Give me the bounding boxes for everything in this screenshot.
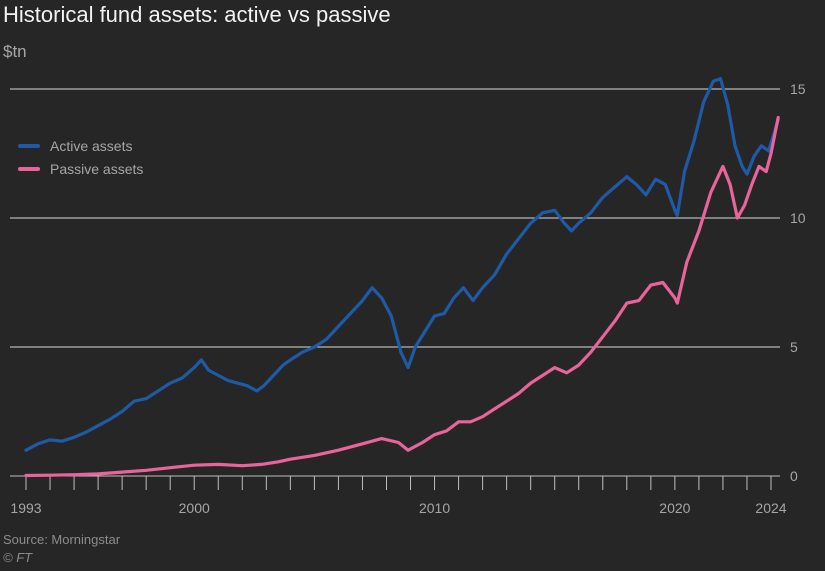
series-line-passive bbox=[24, 115, 780, 478]
x-tick-label: 2024 bbox=[755, 500, 786, 516]
series-line-active bbox=[24, 77, 780, 452]
x-tick-label: 2010 bbox=[419, 500, 450, 516]
legend: Active assets Passive assets bbox=[18, 134, 143, 180]
y-tick-label: 15 bbox=[790, 81, 806, 97]
legend-item-active: Active assets bbox=[18, 134, 143, 157]
y-tick-label: 0 bbox=[790, 468, 798, 484]
y-tick-label: 5 bbox=[790, 339, 798, 355]
chart-title: Historical fund assets: active vs passiv… bbox=[3, 2, 391, 27]
source-note: Source: Morningstar bbox=[3, 532, 121, 547]
y-axis-unit-label: $tn bbox=[3, 42, 27, 61]
y-tick-label: 10 bbox=[790, 210, 806, 226]
legend-swatch-active bbox=[18, 143, 40, 148]
x-tick-label: 2000 bbox=[179, 500, 210, 516]
ft-credit: © FT bbox=[3, 550, 33, 565]
legend-item-passive: Passive assets bbox=[18, 157, 143, 180]
legend-swatch-passive bbox=[18, 166, 40, 171]
x-tick-label: 1993 bbox=[10, 500, 41, 516]
legend-label-active: Active assets bbox=[50, 137, 133, 154]
x-tick-label: 2020 bbox=[659, 500, 690, 516]
legend-label-passive: Passive assets bbox=[50, 160, 144, 177]
